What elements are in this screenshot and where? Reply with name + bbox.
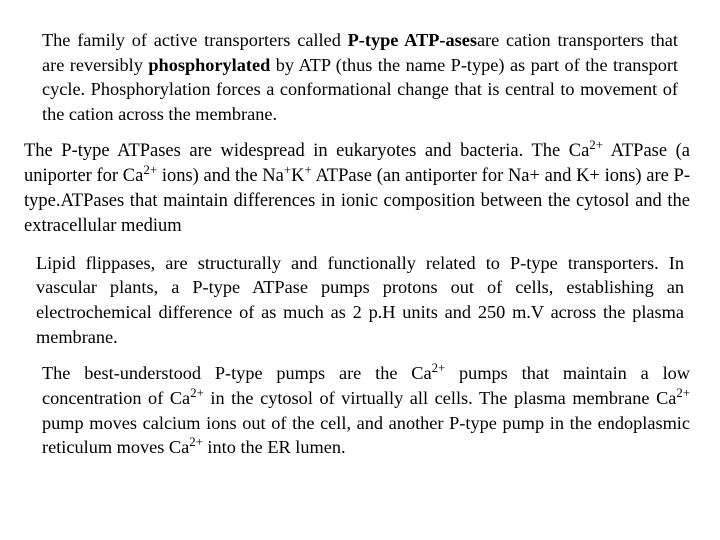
paragraph-1: The family of active transporters called… — [42, 28, 678, 127]
paragraph-2: The P-type ATPases are widespread in euk… — [24, 139, 690, 239]
paragraph-4: The best-understood P-type pumps are the… — [42, 361, 690, 460]
paragraph-3: Lipid flippases, are structurally and fu… — [36, 251, 684, 350]
document-page: The family of active transporters called… — [0, 0, 720, 540]
